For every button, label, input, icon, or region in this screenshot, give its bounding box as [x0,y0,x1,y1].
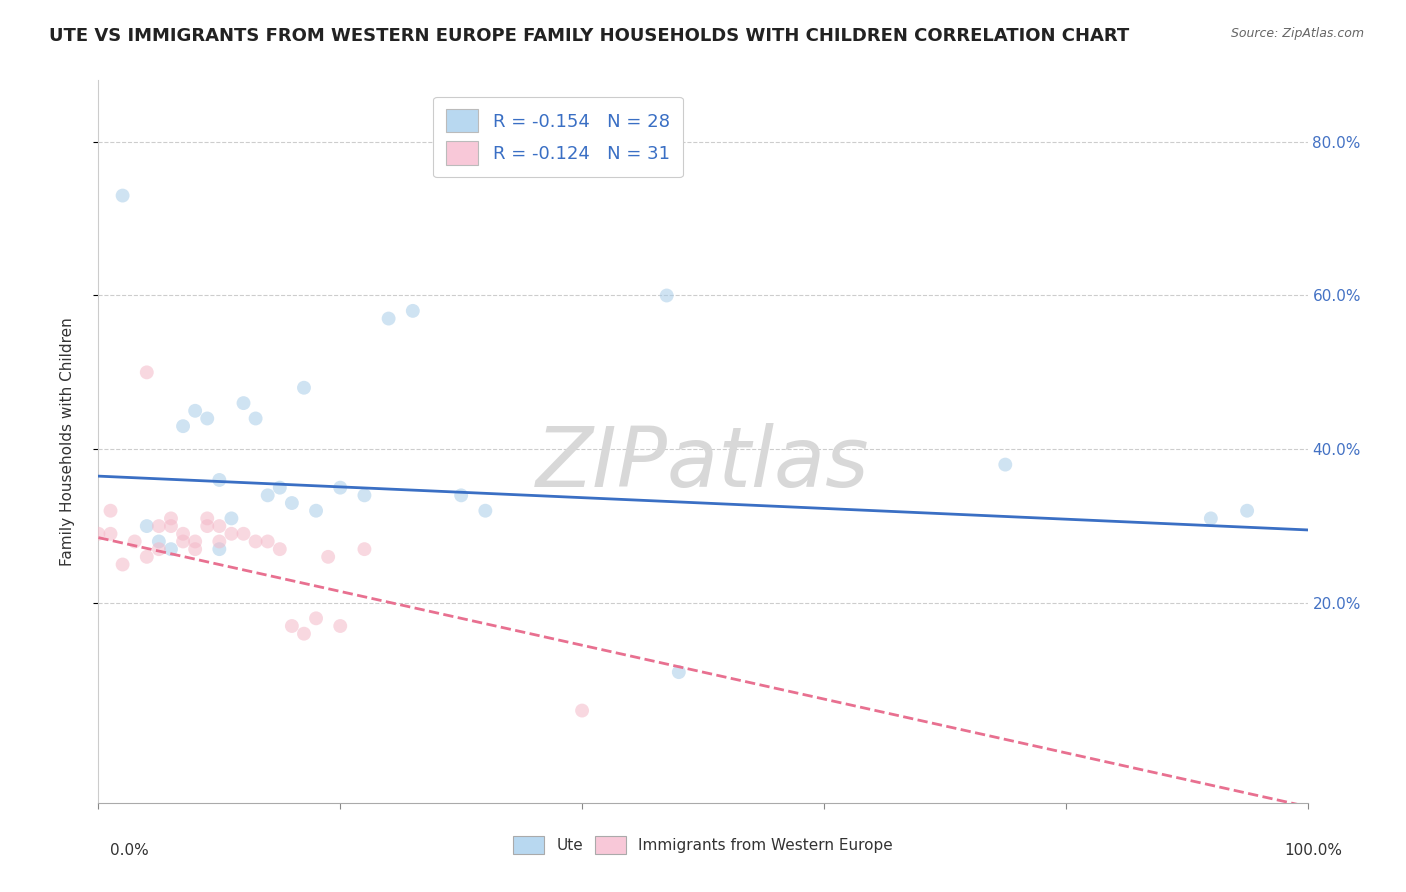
Point [305,504,328,518]
Point [353,488,375,502]
Point [148,519,170,533]
Point [245,534,267,549]
Point [172,419,194,434]
Point [329,619,352,633]
Point [232,526,254,541]
Point [292,381,315,395]
Point [184,404,207,418]
Point [87,526,110,541]
Point [377,311,399,326]
Point [100,526,122,541]
Point [221,526,243,541]
Point [221,511,243,525]
Point [281,619,304,633]
Point [172,526,194,541]
Point [148,542,170,557]
Point [184,534,207,549]
Point [256,488,278,502]
Point [135,549,157,564]
Point [994,458,1017,472]
Point [232,396,254,410]
Point [281,496,304,510]
Y-axis label: Family Households with Children: Family Households with Children [60,318,75,566]
Point [135,519,157,533]
Legend: Ute, Immigrants from Western Europe: Ute, Immigrants from Western Europe [508,830,898,860]
Point [195,511,218,525]
Point [148,534,170,549]
Point [184,542,207,557]
Point [245,411,267,425]
Point [160,542,183,557]
Point [474,504,496,518]
Point [208,534,231,549]
Point [111,558,134,572]
Point [1236,504,1258,518]
Point [353,542,375,557]
Point [269,542,291,557]
Point [208,542,231,557]
Point [269,481,291,495]
Point [316,549,339,564]
Point [124,534,146,549]
Text: ZIPatlas: ZIPatlas [536,423,870,504]
Point [111,188,134,202]
Point [305,611,328,625]
Point [292,626,315,640]
Point [256,534,278,549]
Point [668,665,690,680]
Text: 0.0%: 0.0% [110,843,149,858]
Text: 100.0%: 100.0% [1285,843,1343,858]
Text: Source: ZipAtlas.com: Source: ZipAtlas.com [1230,27,1364,40]
Text: UTE VS IMMIGRANTS FROM WESTERN EUROPE FAMILY HOUSEHOLDS WITH CHILDREN CORRELATIO: UTE VS IMMIGRANTS FROM WESTERN EUROPE FA… [49,27,1129,45]
Point [100,504,122,518]
Point [195,411,218,425]
Point [208,473,231,487]
Point [195,519,218,533]
Point [160,511,183,525]
Point [135,365,157,379]
Point [329,481,352,495]
Point [172,534,194,549]
Point [450,488,472,502]
Point [571,704,593,718]
Point [655,288,678,302]
Point [208,519,231,533]
Point [402,304,425,318]
Point [160,519,183,533]
Point [1199,511,1222,525]
